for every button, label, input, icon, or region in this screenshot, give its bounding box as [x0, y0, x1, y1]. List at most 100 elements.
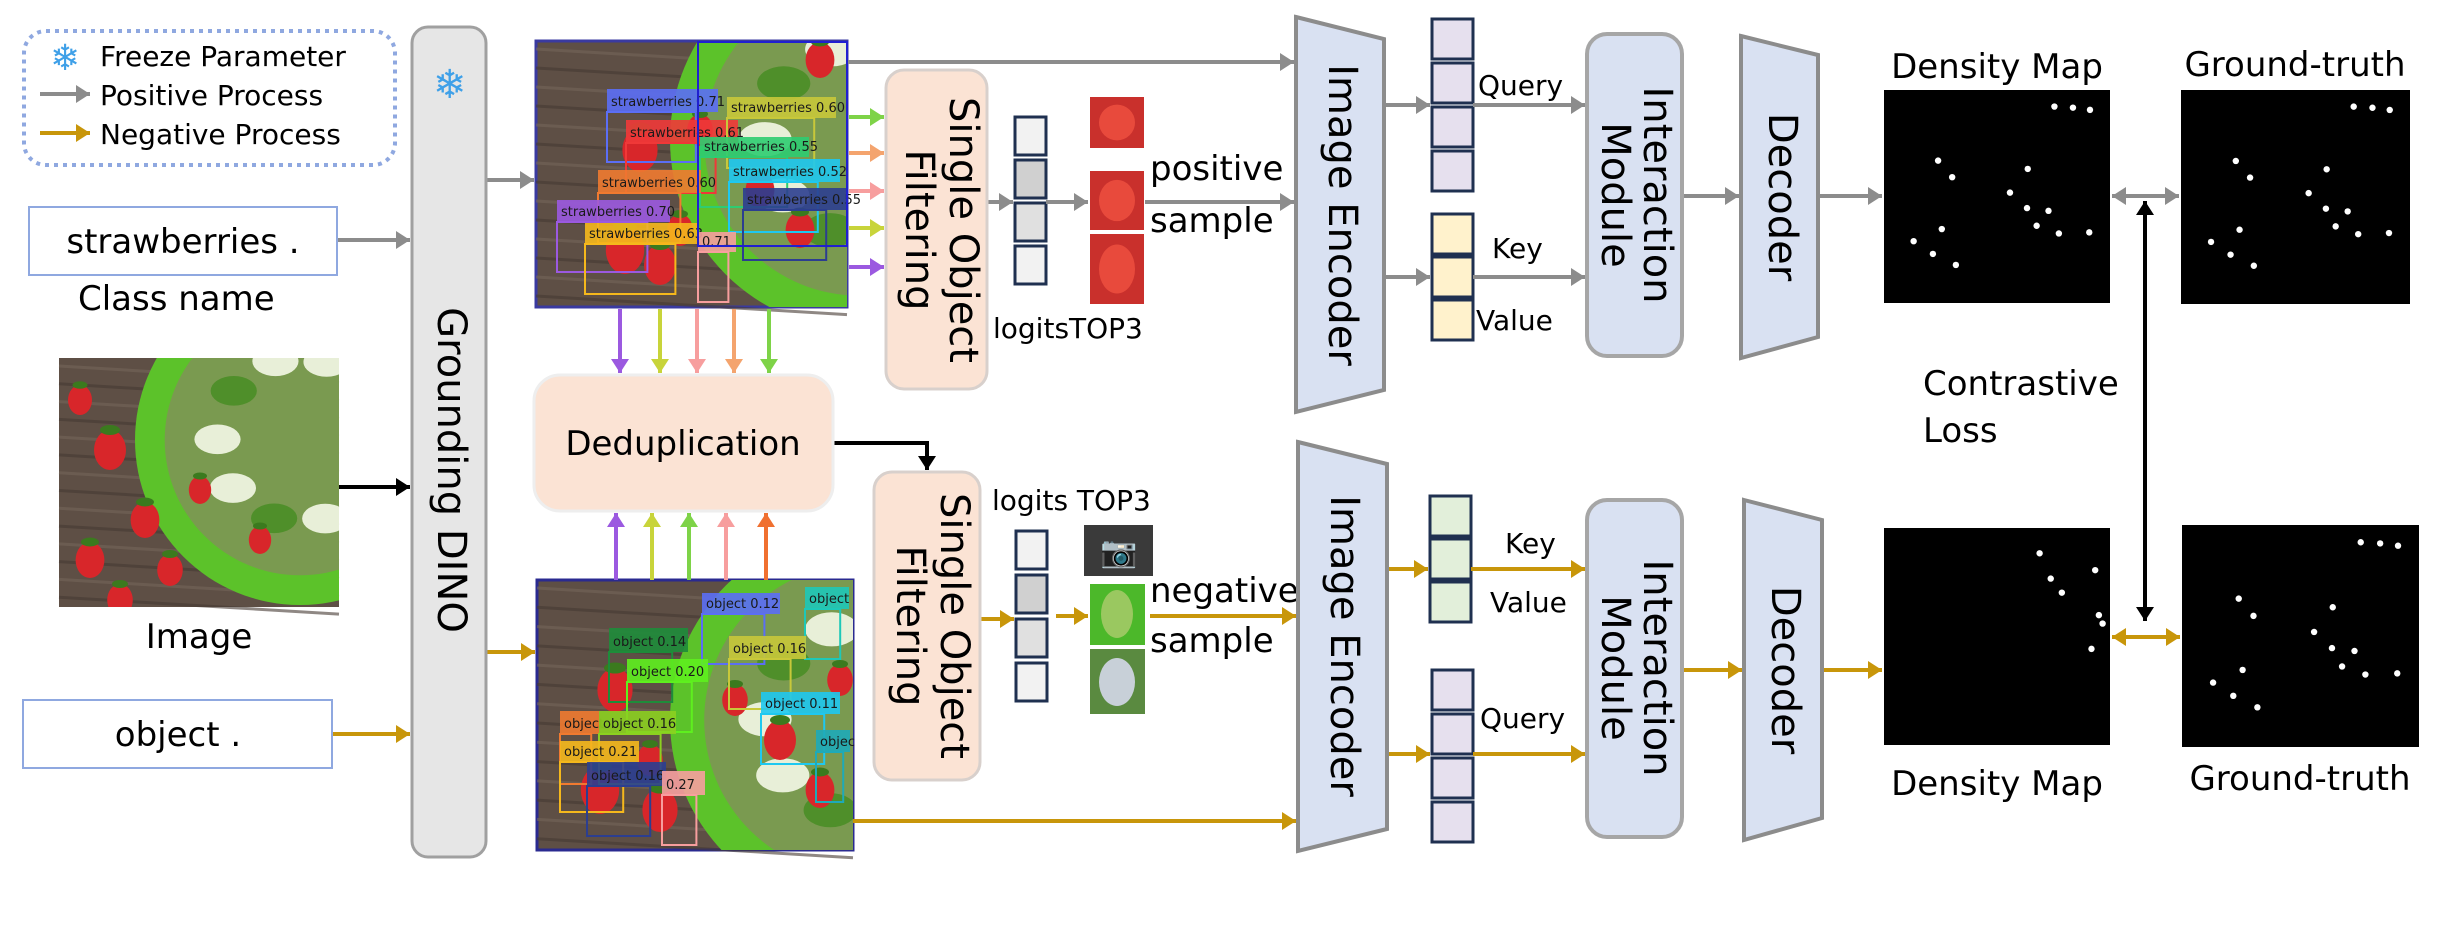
density-dot — [2344, 208, 2351, 215]
detection-label-bg — [700, 137, 809, 157]
strawberry — [130, 502, 160, 538]
bottom-image-to-encoder-arrow-head — [1282, 812, 1296, 830]
query-label-negative: Query — [1480, 702, 1565, 735]
interaction-module-positive — [1585, 32, 1684, 358]
density-dot — [2332, 223, 2339, 230]
strawberry — [785, 212, 815, 248]
detection-label-bg — [560, 711, 599, 734]
kiwi-piece — [302, 503, 339, 534]
detection-label-bg — [607, 89, 718, 112]
density-dot — [2088, 645, 2095, 653]
density-dot — [1910, 237, 1917, 245]
kiwi-slice — [1101, 590, 1133, 638]
detection-to-dedup-arrow-head — [725, 359, 743, 373]
kiwi-piece — [757, 66, 811, 101]
query-token-negative — [1430, 800, 1475, 844]
dino-to-top-image-arrow-head — [520, 171, 534, 189]
grounding-dino-label: Grounding DINO — [428, 307, 474, 633]
kiwi-piece — [209, 473, 257, 503]
strawberry — [1099, 244, 1135, 294]
detection-to-dedup-arrow-head — [611, 359, 629, 373]
detection-label: object 0.21 — [564, 745, 637, 760]
detection-label-bg — [805, 587, 849, 609]
detection-label-bg — [627, 659, 708, 682]
logits-box-positive — [1013, 115, 1048, 157]
key-value-token-positive — [1430, 212, 1475, 256]
strawberry-leaf — [253, 522, 267, 530]
density-dot — [2232, 157, 2240, 165]
sof-to-logits-arrow-head — [999, 193, 1013, 211]
legend-negative-arrow-icon-head — [76, 124, 90, 142]
key-label-positive: Key — [1492, 232, 1543, 265]
strawberry — [94, 430, 126, 470]
strawberry — [805, 772, 835, 808]
strawberry-leaf — [81, 537, 99, 547]
density-gt-compare-arrow-negative-head — [2166, 628, 2180, 646]
detection-to-dedup-arrow-head — [607, 513, 625, 527]
density-dot — [2323, 166, 2330, 173]
density-dot — [2045, 207, 2052, 215]
density-dot — [2351, 647, 2358, 655]
decoder-negative — [1742, 497, 1824, 843]
detection-label: 0.71 — [702, 235, 731, 250]
logits-box-negative — [1014, 529, 1049, 571]
kiwi-piece — [805, 612, 853, 647]
detection-label: objec — [820, 735, 855, 750]
input-image-content — [68, 358, 339, 607]
class-name-text: strawberries . — [66, 222, 299, 262]
detection-to-dedup-arrow-head — [688, 359, 706, 373]
density-gt-compare-arrow-head — [2165, 187, 2179, 205]
dedup-to-sof-arrow — [833, 441, 929, 470]
density-dot — [2024, 165, 2031, 173]
key-value-token-negative — [1428, 494, 1473, 538]
wood-grain — [535, 294, 848, 317]
negative-sample-crop-camera — [1084, 525, 1153, 576]
ground-truth-label-positive: Ground-truth — [2184, 45, 2405, 85]
contrastive-loss-label-1: Contrastive — [1923, 364, 2119, 404]
query-token-positive — [1430, 17, 1475, 61]
density-map-label-negative: Density Map — [1891, 764, 2103, 804]
detection-to-sof-arrow-head — [870, 258, 884, 276]
detection-label: strawberries 0.55 — [704, 140, 818, 155]
snowflake-icon: ❄ — [50, 38, 80, 79]
strawberry — [68, 385, 92, 415]
detection-label-bg — [816, 730, 850, 752]
kiwi-piece — [303, 358, 339, 377]
logits-top3-negative: logits TOP3 — [992, 484, 1151, 517]
density-dot — [2047, 575, 2054, 582]
query-token-negative — [1430, 756, 1475, 800]
density-dot — [2250, 262, 2258, 269]
density-dot — [1948, 173, 1956, 181]
density-dot — [2091, 566, 2099, 574]
density-dot — [2209, 679, 2217, 686]
density-dot — [2033, 222, 2040, 229]
sof-block-negative — [872, 470, 982, 782]
density-gt-compare-arrow-head — [2112, 187, 2126, 205]
key-label-negative: Key — [1505, 527, 1556, 560]
key-value-token-positive — [1430, 255, 1475, 299]
encoder-to-query-arrow-negative-head — [1416, 745, 1430, 763]
strawberry-leaf — [604, 662, 626, 674]
strawberry-leaf — [832, 660, 848, 668]
key-value-token-negative — [1428, 580, 1473, 624]
detection-to-dedup-arrow-head — [760, 359, 778, 373]
detection-label: strawberries 0.55 — [747, 193, 861, 208]
detection-label: strawberries 0.70 — [561, 205, 675, 220]
strawberry — [805, 42, 835, 78]
strawberry-leaf — [193, 472, 207, 480]
density-map-label-positive: Density Map — [1891, 47, 2103, 87]
detection-label: strawberries 0.71 — [611, 95, 725, 110]
detection-label-bg — [761, 692, 840, 714]
interaction-to-decoder-arrow-negative-head — [1728, 661, 1742, 679]
density-dot — [1934, 157, 1942, 164]
legend-box — [22, 29, 397, 167]
kiwi-piece — [756, 758, 810, 793]
density-dot — [2329, 604, 2336, 611]
kiwi-piece — [194, 424, 241, 455]
density-dot — [1938, 225, 1945, 233]
contrastive-loss-label-2: Loss — [1923, 411, 1998, 451]
decoder-to-density-arrow-head — [1868, 187, 1882, 205]
image-to-dino-arrow-head — [396, 478, 410, 496]
top-image-to-encoder-arrow-head — [1280, 53, 1294, 71]
